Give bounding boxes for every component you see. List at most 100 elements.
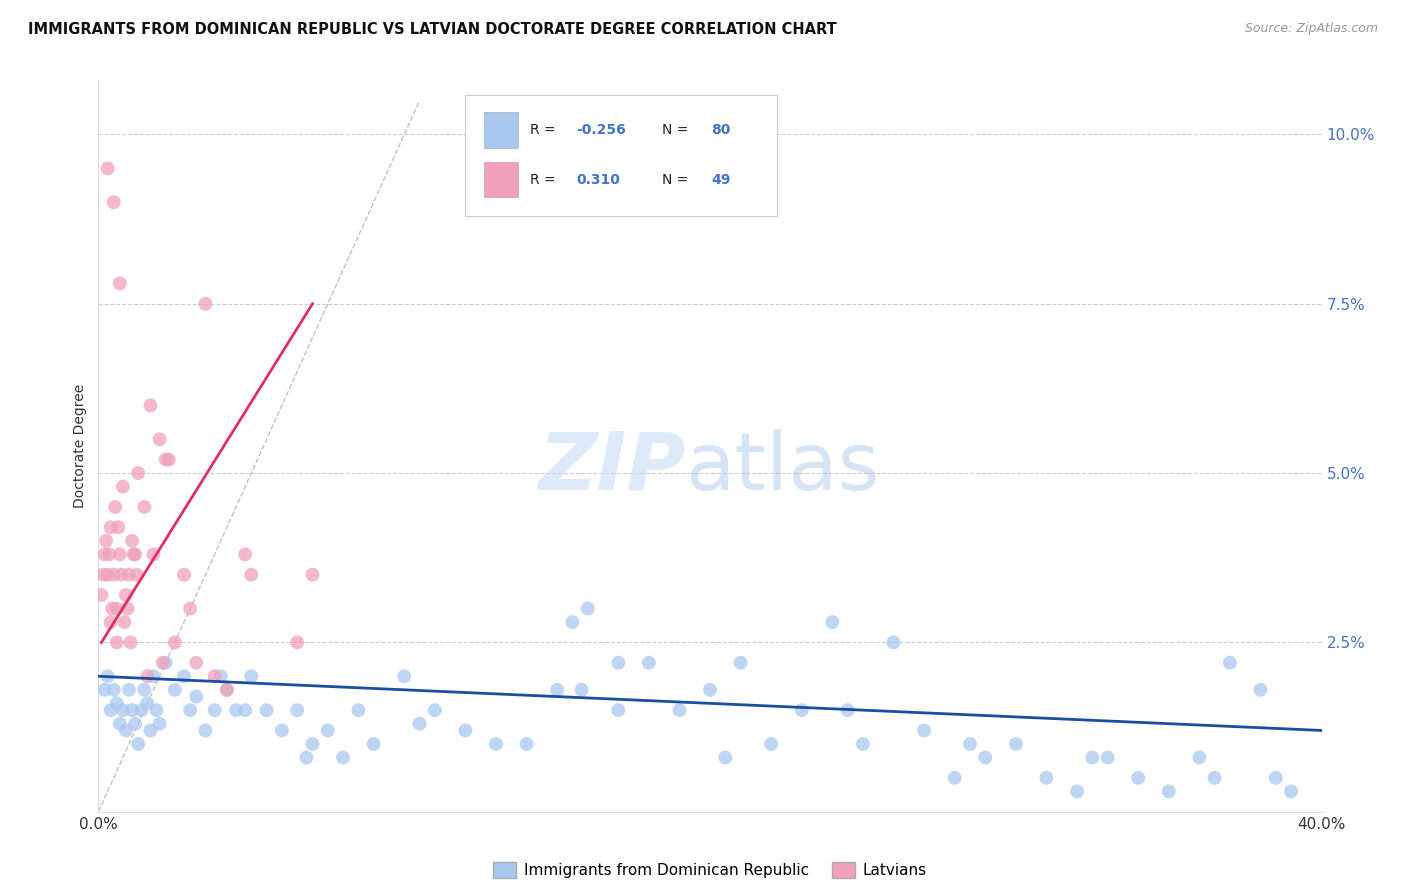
Point	[1279, 784, 1302, 798]
Point	[103, 682, 125, 697]
Point	[179, 601, 201, 615]
Point	[90, 588, 112, 602]
Point	[186, 690, 208, 704]
Text: N =: N =	[662, 123, 693, 137]
Point	[1128, 771, 1150, 785]
Point	[145, 703, 167, 717]
Point	[139, 723, 162, 738]
Point	[117, 601, 139, 615]
Point	[821, 615, 844, 629]
Point	[316, 723, 339, 738]
Text: -0.256: -0.256	[576, 123, 627, 137]
Point	[142, 669, 165, 683]
Point	[121, 703, 143, 717]
Point	[120, 635, 142, 649]
Point	[152, 656, 174, 670]
Point	[105, 601, 128, 615]
FancyBboxPatch shape	[484, 112, 517, 147]
Point	[100, 615, 122, 629]
Point	[124, 716, 146, 731]
Point	[347, 703, 370, 717]
Point	[139, 398, 162, 412]
Point	[638, 656, 661, 670]
Point	[1035, 771, 1057, 785]
Point	[204, 703, 226, 717]
Point	[1081, 750, 1104, 764]
Point	[761, 737, 783, 751]
FancyBboxPatch shape	[484, 162, 517, 197]
Point	[105, 697, 128, 711]
Point	[104, 500, 127, 514]
Point	[332, 750, 354, 764]
Text: 0.310: 0.310	[576, 173, 620, 186]
Point	[240, 669, 263, 683]
Point	[561, 615, 583, 629]
Point	[136, 697, 159, 711]
Point	[98, 547, 121, 561]
Point	[155, 656, 177, 670]
Text: ZIP: ZIP	[538, 429, 686, 507]
Point	[392, 669, 416, 683]
Point	[100, 520, 122, 534]
Point	[363, 737, 385, 751]
Point	[121, 533, 143, 548]
Point	[1157, 784, 1180, 798]
Point	[127, 737, 149, 751]
Point	[943, 771, 966, 785]
Text: N =: N =	[662, 173, 693, 186]
Point	[204, 669, 226, 683]
Point	[173, 567, 195, 582]
Point	[408, 716, 430, 731]
Point	[790, 703, 813, 717]
Point	[571, 682, 593, 697]
Point	[179, 703, 201, 717]
Point	[256, 703, 278, 717]
Point	[485, 737, 508, 751]
Point	[115, 723, 138, 738]
Point	[91, 567, 114, 582]
Point	[157, 452, 180, 467]
Point	[576, 601, 599, 615]
Legend: Immigrants from Dominican Republic, Latvians: Immigrants from Dominican Republic, Latv…	[488, 856, 932, 885]
Point	[215, 682, 238, 697]
Point	[97, 161, 120, 176]
Point	[1066, 784, 1088, 798]
Point	[1264, 771, 1286, 785]
Point	[240, 567, 263, 582]
Point	[155, 452, 177, 467]
Point	[423, 703, 446, 717]
Point	[100, 703, 122, 717]
Point	[108, 547, 131, 561]
Point	[103, 195, 125, 210]
Text: IMMIGRANTS FROM DOMINICAN REPUBLIC VS LATVIAN DOCTORATE DEGREE CORRELATION CHART: IMMIGRANTS FROM DOMINICAN REPUBLIC VS LA…	[28, 22, 837, 37]
Point	[105, 635, 128, 649]
Point	[93, 547, 115, 561]
Point	[301, 737, 323, 751]
Point	[714, 750, 737, 764]
Point	[149, 432, 172, 446]
Point	[97, 567, 120, 582]
Text: R =: R =	[530, 173, 565, 186]
Point	[295, 750, 318, 764]
Point	[107, 520, 129, 534]
Point	[122, 547, 145, 561]
Y-axis label: Doctorate Degree: Doctorate Degree	[73, 384, 87, 508]
Point	[101, 601, 124, 615]
FancyBboxPatch shape	[465, 95, 778, 216]
Text: 80: 80	[711, 123, 731, 137]
Point	[1204, 771, 1226, 785]
Point	[285, 635, 308, 649]
Point	[136, 669, 159, 683]
Point	[108, 716, 131, 731]
Point	[546, 682, 568, 697]
Point	[124, 547, 146, 561]
Point	[699, 682, 721, 697]
Point	[103, 567, 125, 582]
Point	[134, 500, 156, 514]
Point	[607, 703, 630, 717]
Point	[225, 703, 247, 717]
Point	[516, 737, 538, 751]
Point	[607, 656, 630, 670]
Point	[94, 533, 117, 548]
Point	[959, 737, 981, 751]
